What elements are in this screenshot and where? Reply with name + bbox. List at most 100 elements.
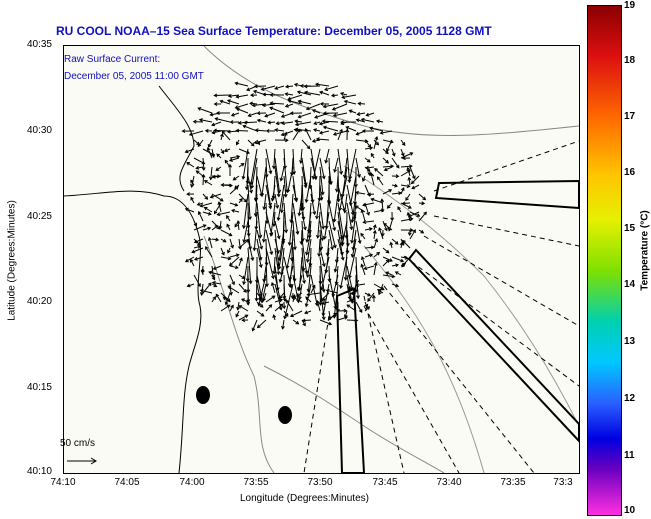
current-vector-head — [369, 146, 374, 151]
current-vector-head — [269, 232, 274, 237]
current-vector — [305, 296, 312, 303]
current-vector-head — [271, 295, 276, 300]
current-vector-head — [250, 185, 255, 190]
current-vector — [310, 193, 316, 215]
current-vector-head — [208, 176, 213, 181]
current-vector — [391, 283, 399, 287]
current-vector — [261, 166, 267, 197]
current-vector-head — [219, 99, 224, 104]
current-vector-head — [334, 188, 339, 193]
current-vector — [402, 202, 411, 204]
current-vector-head — [226, 304, 231, 309]
current-vector-head — [409, 228, 414, 233]
current-vector — [255, 193, 258, 217]
current-vector-head — [193, 222, 198, 227]
current-vector-head — [270, 197, 275, 202]
current-vector-head — [234, 265, 239, 270]
current-vector-head — [260, 193, 265, 197]
current-vector-head — [402, 239, 406, 244]
current-vector-head — [241, 225, 246, 230]
current-vector-head — [199, 292, 204, 296]
current-vector — [373, 139, 379, 146]
current-vector — [215, 294, 222, 303]
current-vector — [328, 202, 336, 231]
current-vector-head — [254, 297, 259, 302]
current-vector — [211, 121, 222, 126]
current-vector-head — [331, 106, 336, 111]
current-vector-head — [321, 263, 326, 268]
current-vector-head — [227, 249, 231, 254]
current-vector — [351, 238, 357, 258]
current-vector-head — [281, 325, 285, 330]
current-vector — [220, 100, 231, 105]
current-vector-head — [407, 232, 412, 237]
current-vector-head — [220, 182, 225, 187]
current-vector-head — [253, 84, 258, 89]
current-vector — [316, 300, 321, 312]
current-vector — [344, 193, 348, 213]
current-vector-head — [230, 244, 234, 249]
current-vector — [364, 254, 373, 258]
current-vector-head — [350, 299, 355, 304]
current-vector — [256, 202, 261, 238]
current-vector-head — [327, 278, 332, 283]
map-plot-area[interactable] — [63, 45, 580, 474]
current-vector-head — [420, 229, 425, 234]
current-vector — [391, 192, 402, 195]
current-vector — [274, 283, 282, 310]
current-vector-field — [181, 81, 427, 332]
current-vector-head — [276, 235, 281, 240]
current-vector-head — [365, 165, 370, 170]
current-vector-head — [354, 318, 359, 323]
current-vector — [229, 202, 238, 206]
current-vector-head — [236, 306, 241, 311]
current-vector — [355, 265, 359, 299]
current-vector — [319, 220, 324, 241]
current-vector — [299, 283, 303, 300]
current-vector — [271, 282, 276, 294]
current-vector — [337, 166, 340, 202]
current-vector — [332, 274, 339, 297]
current-vector-head — [406, 166, 411, 171]
current-vector — [193, 245, 201, 249]
current-vector — [369, 127, 384, 132]
current-vector — [364, 246, 374, 249]
current-vector-head — [224, 301, 229, 306]
colorbar-tick: 19 — [624, 0, 636, 11]
current-vector — [258, 274, 267, 306]
current-vector — [256, 175, 263, 197]
current-vector — [384, 166, 393, 171]
current-vector-head — [235, 94, 240, 99]
current-vector — [231, 112, 240, 116]
current-vector-head — [324, 159, 329, 164]
x-tick: 74:00 — [179, 477, 205, 488]
current-vector-head — [316, 299, 320, 304]
current-vector — [275, 129, 285, 132]
current-vector — [373, 252, 380, 258]
current-vector-head — [285, 84, 289, 89]
current-vector-head — [374, 135, 379, 140]
current-vector-head — [314, 82, 319, 87]
current-vector-head — [217, 201, 222, 206]
current-vector-head — [391, 152, 396, 157]
current-vector — [211, 225, 219, 231]
current-vector-head — [374, 238, 379, 243]
current-vector-head — [416, 213, 421, 217]
current-vector-head — [207, 211, 212, 216]
current-vector — [274, 247, 280, 275]
current-vector — [324, 85, 339, 91]
temperature-colorbar — [587, 5, 622, 516]
current-vector — [292, 129, 301, 141]
current-vector-head — [186, 192, 190, 197]
current-vector-head — [343, 314, 348, 319]
current-vector — [361, 264, 366, 276]
current-vector — [391, 256, 404, 262]
current-vector — [274, 166, 280, 197]
current-vector-head — [358, 309, 363, 314]
current-vector-head — [288, 276, 293, 281]
current-vector — [337, 316, 348, 321]
current-vector — [310, 285, 316, 294]
current-vector-head — [388, 189, 393, 193]
current-vector-head — [278, 279, 283, 283]
current-vector-head — [332, 218, 337, 223]
